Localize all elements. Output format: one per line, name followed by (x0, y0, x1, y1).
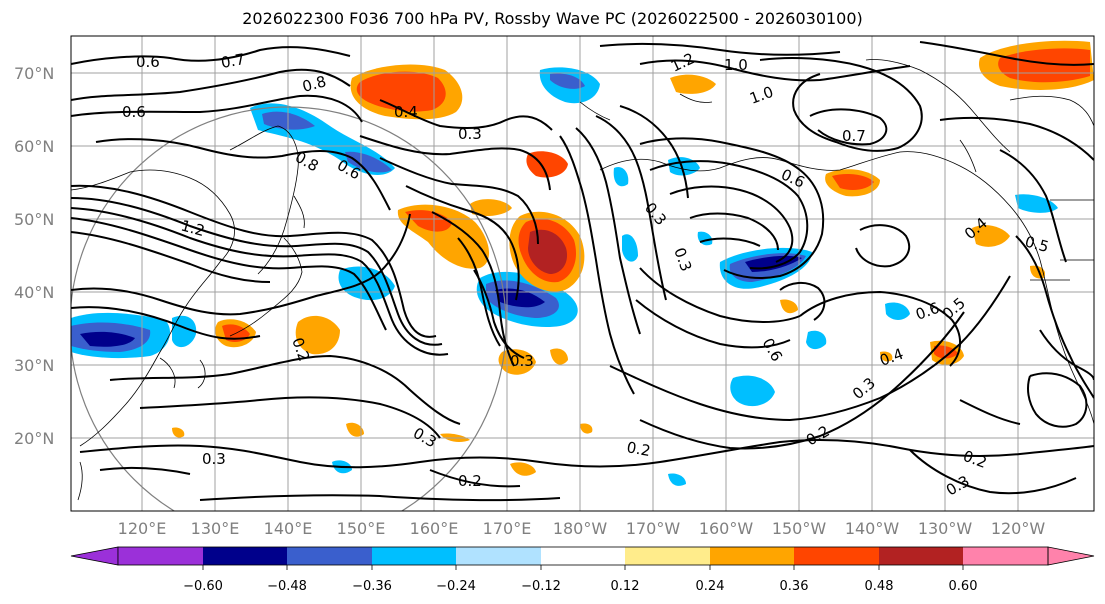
colorbar-tick-label: −0.24 (436, 579, 476, 594)
colorbar-tick-label: 0.36 (780, 579, 809, 594)
lon-label: 130°E (191, 519, 240, 538)
anomaly-negative (885, 302, 910, 320)
colorbar-segment (118, 547, 203, 565)
anomaly-positive (172, 427, 185, 438)
colorbar-segment (287, 547, 372, 565)
colorbar-tick-label: −0.12 (521, 579, 561, 594)
anomaly-positive (346, 422, 364, 437)
contour-label: 0.5 (1023, 232, 1051, 256)
contour-label: 1.2 (179, 216, 207, 240)
anomaly-positive (998, 48, 1090, 83)
colorbar-tick-label: −0.60 (183, 579, 223, 594)
lon-label: 140°W (845, 519, 900, 538)
colorbar-tick-label: 0.48 (865, 579, 894, 594)
colorbar-segment (879, 547, 963, 565)
lon-label: 120°W (991, 519, 1046, 538)
anomaly-positive (832, 174, 874, 190)
anomaly-negative (345, 151, 392, 173)
contour-label: 1.0 (724, 56, 748, 74)
anomaly-positive (295, 315, 340, 355)
contour-label: 0.7 (220, 50, 247, 72)
colorbar-segment (541, 547, 625, 565)
colorbar-segment (203, 547, 287, 565)
longitude-labels: 120°E 130°E 140°E 150°E 160°E 170°E 180°… (118, 519, 1046, 538)
anomaly-positive (780, 299, 798, 314)
anomaly-positive (526, 151, 568, 178)
contour-label: 0.3 (202, 450, 226, 468)
anomaly-negative (80, 331, 135, 347)
map-background (71, 36, 1094, 511)
colorbar-segment (625, 547, 710, 565)
lat-label: 20°N (14, 429, 54, 448)
colorbar-tick-label: −0.36 (352, 579, 392, 594)
map-content: 0.6 0.7 0.8 0.6 0.4 0.3 1.2 1.0 1.0 0.7 … (71, 36, 1094, 511)
latitude-labels: 70°N 60°N 50°N 40°N 30°N 20°N (14, 64, 54, 448)
anomaly-positive (470, 199, 512, 216)
range-circle (71, 106, 507, 511)
anomaly-positive (498, 349, 536, 375)
anomaly-negative (622, 234, 638, 262)
contour-label: 0.3 (458, 125, 482, 143)
lon-label: 180°W (553, 519, 608, 538)
lon-label: 170°W (626, 519, 681, 538)
contour-label: 0.4 (394, 103, 418, 121)
lon-label: 140°E (264, 519, 313, 538)
grid-lines (71, 36, 1094, 511)
colorbar-tick-label: 0.12 (611, 579, 640, 594)
lat-label: 50°N (14, 210, 54, 229)
map-frame (70, 35, 1095, 512)
colorbar-segment (710, 547, 794, 565)
anomaly-negative (730, 375, 775, 407)
anomaly-positive (550, 348, 568, 365)
colorbar-segment (963, 547, 1048, 565)
anomaly-positive (670, 74, 716, 94)
lon-label: 150°E (337, 519, 386, 538)
contour-label: 0.2 (625, 438, 652, 460)
anomaly-positive (934, 345, 958, 359)
anomaly-negative (613, 166, 629, 187)
contour-label: 0.8 (300, 72, 328, 96)
pv-anomaly-shading (71, 40, 1094, 486)
colorbar-extend-low (70, 546, 119, 566)
anomaly-positive (510, 462, 536, 476)
lat-label: 30°N (14, 356, 54, 375)
colorbar-tick-label: 0.24 (696, 579, 725, 594)
coastlines (71, 59, 1094, 501)
anomaly-negative (806, 330, 827, 350)
pv-contours (71, 41, 1094, 502)
lat-label: 60°N (14, 137, 54, 156)
lon-label: 160°E (410, 519, 459, 538)
lat-label: 40°N (14, 283, 54, 302)
contour-label: 0.7 (842, 127, 866, 145)
lat-label: 70°N (14, 64, 54, 83)
colorbar-segment (794, 547, 879, 565)
colorbar-segment (372, 547, 456, 565)
contour-label: 0.2 (458, 472, 482, 490)
colorbar-extend-high (1047, 546, 1095, 566)
anomaly-positive (580, 423, 593, 434)
lon-label: 150°W (772, 519, 827, 538)
anomaly-negative (172, 315, 197, 348)
anomaly-positive (972, 225, 1010, 247)
anomaly-negative (550, 73, 585, 89)
lon-label: 170°E (483, 519, 532, 538)
lon-label: 130°W (918, 519, 973, 538)
colorbar-segment (456, 547, 541, 565)
anomaly-positive (880, 351, 893, 362)
contour-label: 0.3 (510, 352, 534, 370)
lon-label: 160°W (699, 519, 754, 538)
map-title: 2026022300 F036 700 hPa PV, Rossby Wave … (242, 9, 863, 28)
lon-label: 120°E (118, 519, 167, 538)
anomaly-negative (1015, 194, 1058, 213)
colorbar-tick-label: 0.60 (949, 579, 978, 594)
contour-label: 0.6 (136, 53, 160, 71)
contour-label: 0.6 (122, 103, 146, 121)
colorbar: −0.60 −0.48 −0.36 −0.24 −0.12 0.12 0.24 … (70, 546, 1095, 594)
colorbar-tick-label: −0.48 (267, 579, 307, 594)
colorbar-frame (117, 546, 1049, 566)
anomaly-negative (668, 473, 686, 486)
anomaly-positive (356, 71, 446, 112)
